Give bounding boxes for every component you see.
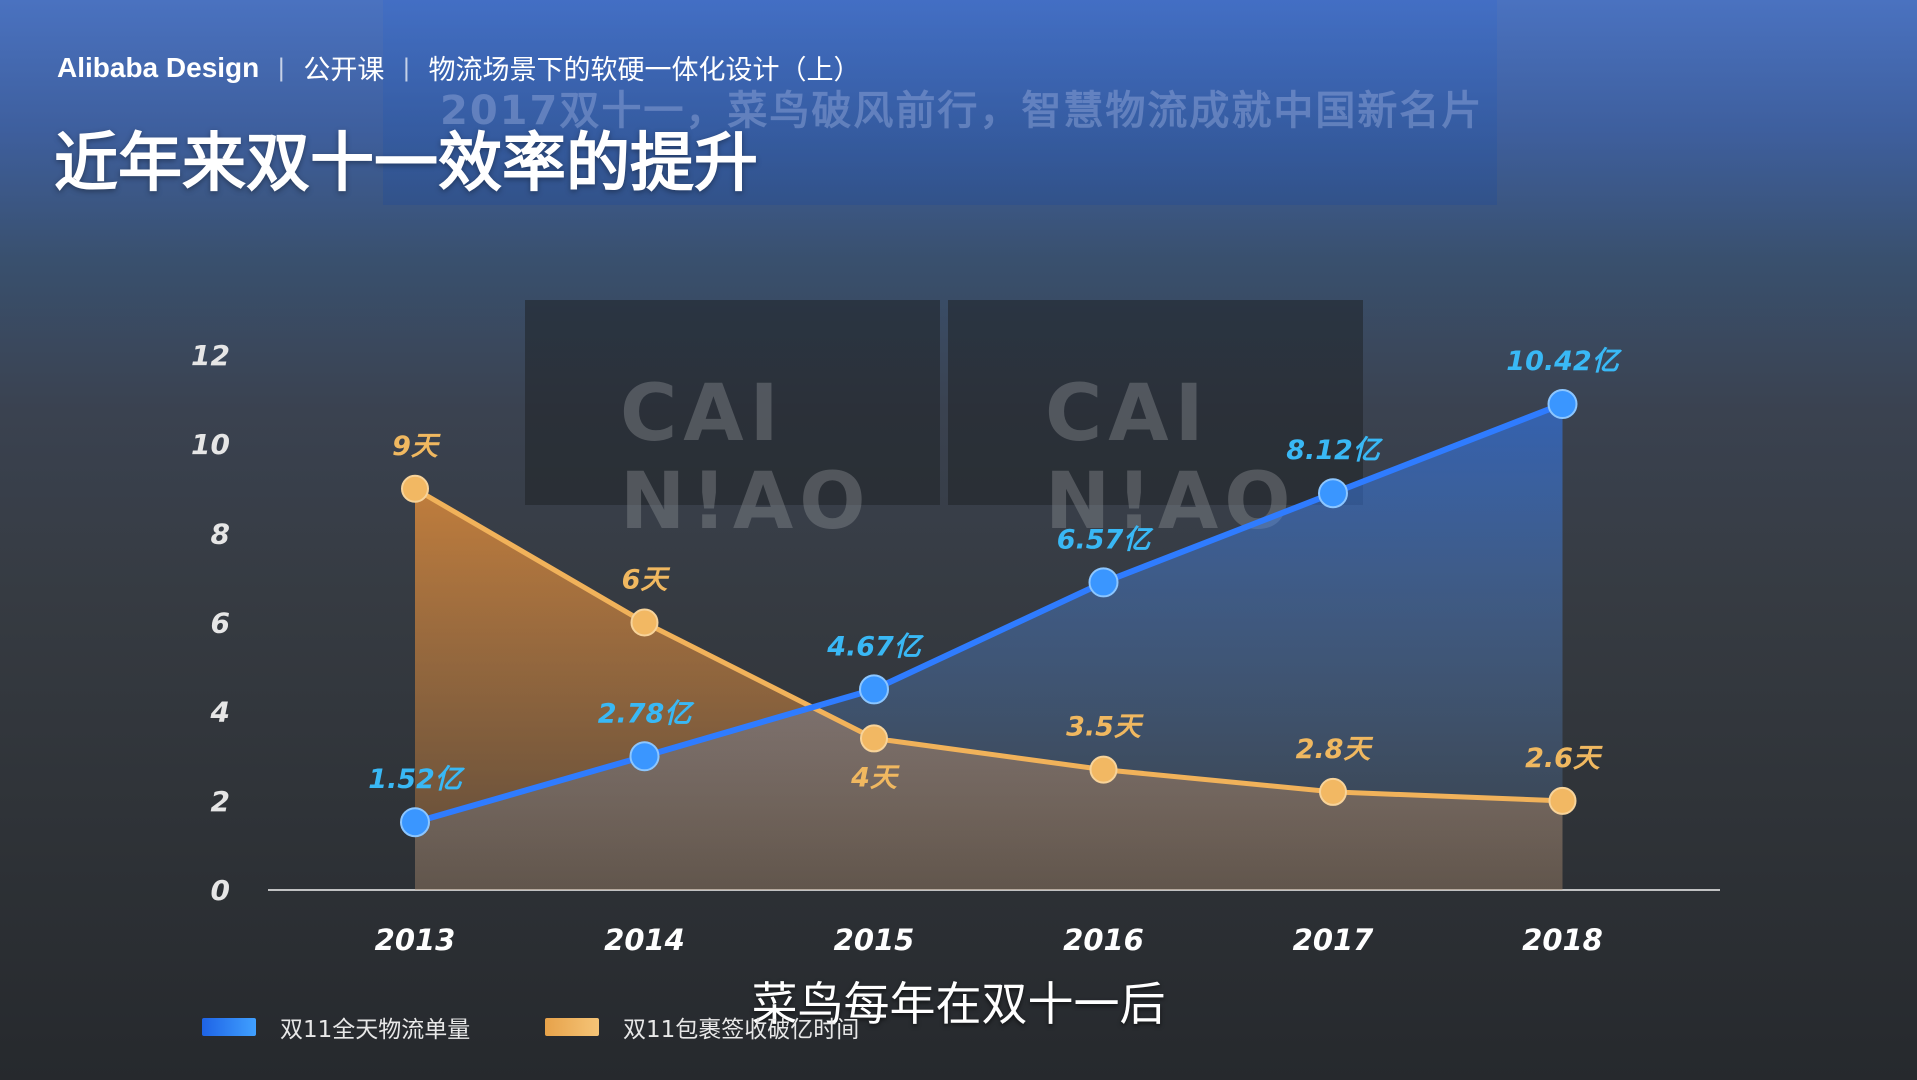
data-label-blue: 4.67亿 (826, 631, 925, 662)
brand-name: Alibaba Design (57, 51, 260, 83)
legend-label-orange: 双11包裹签收破亿时间 (623, 1017, 860, 1043)
y-tick-label: 6 (211, 607, 230, 640)
y-tick-label: 8 (211, 517, 230, 550)
legend-item-blue: 双11全天物流单量 (202, 1010, 470, 1044)
y-tick-label: 4 (210, 696, 230, 729)
point-orange (401, 474, 429, 503)
data-label-blue: 1.52亿 (368, 764, 466, 795)
legend-label-blue: 双11全天物流单量 (280, 1017, 471, 1043)
legend-swatch-blue (202, 1018, 256, 1036)
x-tick-label: 2013 (375, 923, 456, 957)
data-label-orange: 9天 (392, 431, 441, 462)
x-tick-label: 2015 (834, 923, 915, 957)
background-panel-right (948, 300, 1363, 505)
header-section: 公开课 (303, 55, 385, 86)
x-tick-label: 2018 (1522, 923, 1603, 957)
y-tick-label: 12 (191, 339, 230, 372)
data-label-blue: 2.78亿 (598, 698, 696, 729)
data-label-orange: 2.8天 (1296, 734, 1374, 765)
background-panel-left (525, 300, 940, 505)
background-banner (383, 0, 1497, 205)
video-caption: 菜鸟每年在双十一后 (751, 977, 1166, 1031)
point-blue (400, 807, 430, 838)
x-tick-label: 2016 (1063, 923, 1144, 957)
y-tick-label: 0 (211, 874, 230, 907)
header: Alibaba Design | 公开课 | 物流场景下的软硬一体化设计（上） (57, 48, 860, 87)
y-tick-label: 2 (211, 785, 230, 818)
y-tick-label: 10 (191, 428, 230, 461)
point-orange (860, 724, 888, 753)
point-orange (630, 608, 659, 637)
page-title: 近年来双十一效率的提升 (54, 127, 758, 201)
background-panel-text-right: CAI N!AO (1045, 369, 1297, 547)
point-orange (1319, 777, 1347, 806)
point-blue (1547, 389, 1578, 420)
point-orange (1548, 786, 1577, 815)
data-label-blue: 10.42亿 (1506, 346, 1622, 377)
point-blue (629, 741, 660, 772)
point-blue (859, 674, 889, 705)
x-tick-label: 2017 (1293, 923, 1375, 957)
header-separator: | (277, 53, 286, 82)
x-tick-label: 2014 (604, 923, 685, 957)
point-blue (1318, 478, 1348, 509)
data-label-blue: 8.12亿 (1286, 435, 1384, 466)
header-course-title: 物流场景下的软硬一体化设计（上） (428, 55, 861, 86)
data-label-orange: 6天 (622, 565, 671, 596)
line-series-blue (414, 401, 1564, 826)
line-series-orange (413, 486, 1563, 804)
data-label-orange: 4天 (850, 762, 900, 793)
background-banner-text: 2017双十一，菜鸟破风前行，智慧物流成就中国新名片 (440, 88, 1484, 134)
legend-swatch-orange (545, 1018, 599, 1036)
data-label-orange: 3.5天 (1066, 712, 1144, 743)
point-blue (1088, 567, 1119, 598)
legend-item-orange: 双11包裹签收破亿时间 (545, 1010, 859, 1044)
background-panel-text-left: CAI N!AO (620, 369, 872, 547)
data-label-blue: 6.57亿 (1057, 524, 1155, 555)
header-separator: | (402, 53, 411, 82)
point-orange (1089, 755, 1118, 784)
data-label-orange: 2.6天 (1525, 743, 1603, 774)
area-blue (415, 404, 1563, 890)
